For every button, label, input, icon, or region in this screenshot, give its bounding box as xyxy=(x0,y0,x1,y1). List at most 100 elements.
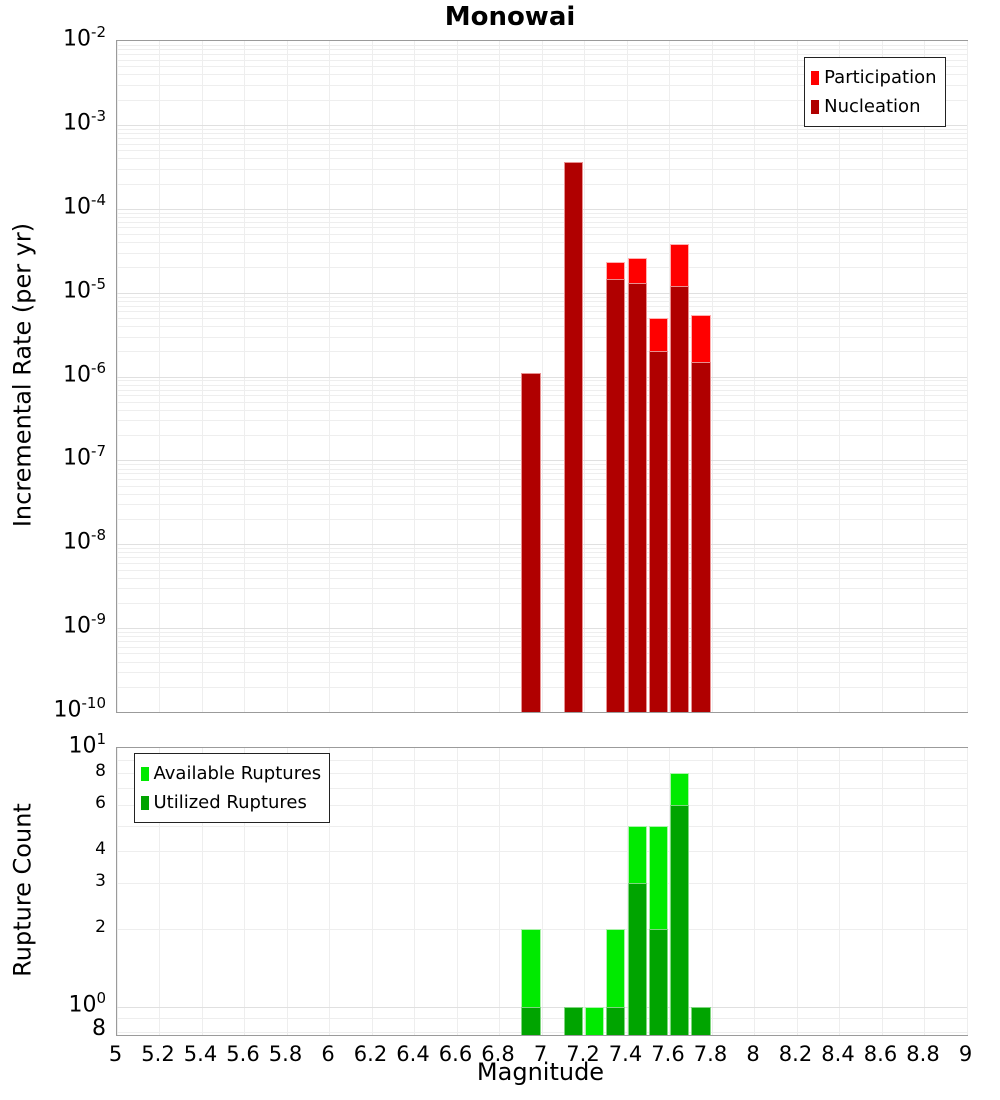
y-gridline xyxy=(116,641,967,643)
y-gridline xyxy=(116,479,967,480)
x-gridline xyxy=(414,748,415,1035)
y-tick-label: 8 xyxy=(95,761,106,782)
nucleation-bar xyxy=(627,283,647,712)
y-gridline xyxy=(116,464,967,466)
x-tick-label: 7.8 xyxy=(693,1042,728,1066)
y-gridline xyxy=(116,850,967,852)
y-gridline xyxy=(116,557,967,559)
y-gridline xyxy=(116,54,967,55)
legend-label: Utilized Ruptures xyxy=(153,792,307,813)
y-gridline xyxy=(116,773,967,775)
y-gridline xyxy=(116,305,967,307)
x-gridline xyxy=(796,748,798,1035)
x-tick-label: 7.4 xyxy=(608,1042,643,1066)
y-gridline xyxy=(116,686,967,688)
x-tick-label: 6.8 xyxy=(481,1042,515,1066)
utilized-ruptures-bar xyxy=(627,883,647,1035)
y-tick-label: 100 xyxy=(68,988,106,1017)
y-gridline xyxy=(116,1018,967,1020)
x-gridline xyxy=(754,748,755,1035)
y-gridline xyxy=(116,99,967,101)
y-gridline xyxy=(116,544,967,546)
y-gridline xyxy=(116,420,967,422)
x-gridline xyxy=(966,41,968,712)
x-gridline xyxy=(286,748,288,1035)
y-gridline xyxy=(116,376,967,378)
nucleation-bar xyxy=(563,162,584,712)
y-gridline xyxy=(116,44,967,46)
x-tick-label: 8.6 xyxy=(863,1042,898,1066)
y-gridline xyxy=(116,216,967,218)
y-gridline xyxy=(116,292,967,294)
y-gridline xyxy=(116,137,967,139)
y-gridline xyxy=(116,1006,967,1008)
y-gridline xyxy=(116,183,967,185)
y-gridline xyxy=(116,267,967,269)
count-y-axis-label: Rupture Count xyxy=(8,803,36,977)
x-tick-label: 7.2 xyxy=(566,1042,600,1066)
y-tick-label: 10-3 xyxy=(63,106,106,136)
x-gridline xyxy=(159,748,160,1035)
utilized-ruptures-swatch-icon xyxy=(140,795,149,810)
y-gridline xyxy=(116,158,967,160)
x-tick-label: 7 xyxy=(533,1042,548,1066)
x-tick-label: 8.4 xyxy=(821,1042,855,1066)
y-gridline xyxy=(116,493,967,495)
chart-title: Monowai xyxy=(444,2,576,32)
y-gridline xyxy=(116,252,967,254)
y-gridline xyxy=(116,548,967,550)
y-gridline xyxy=(116,317,967,319)
y-tick-label: 101 xyxy=(68,730,106,759)
y-gridline xyxy=(116,66,967,68)
y-gridline xyxy=(116,602,967,604)
x-tick-label: 9 xyxy=(958,1042,973,1066)
count-plot-area: Available Ruptures Utilized Ruptures xyxy=(115,747,968,1036)
legend-label: Available Ruptures xyxy=(153,763,322,784)
y-tick-label: 10-8 xyxy=(63,526,106,555)
y-tick-label: 10-2 xyxy=(63,23,106,52)
count-legend: Available Ruptures Utilized Ruptures xyxy=(133,753,331,823)
utilized-ruptures-bar xyxy=(606,1006,626,1035)
y-gridline xyxy=(116,168,967,170)
y-gridline xyxy=(116,401,967,403)
y-gridline xyxy=(116,825,967,827)
x-gridline xyxy=(499,748,500,1035)
y-gridline xyxy=(116,49,967,51)
x-gridline xyxy=(329,748,330,1035)
y-gridline xyxy=(116,646,967,648)
x-gridline xyxy=(839,748,840,1035)
y-gridline xyxy=(116,435,967,437)
y-gridline xyxy=(116,504,967,506)
x-tick-label: 6.2 xyxy=(353,1042,388,1066)
x-gridline xyxy=(456,748,458,1035)
nucleation-bar xyxy=(648,351,669,712)
y-gridline xyxy=(116,150,967,152)
y-gridline xyxy=(116,74,967,76)
legend-item-utilized-ruptures: Utilized Ruptures xyxy=(140,788,322,817)
y-gridline xyxy=(116,1031,967,1033)
y-gridline xyxy=(116,384,967,386)
x-gridline xyxy=(541,748,543,1035)
y-gridline xyxy=(116,468,967,470)
y-gridline xyxy=(116,485,967,487)
nucleation-bar xyxy=(670,286,690,712)
x-tick-label: 8.8 xyxy=(906,1042,940,1066)
legend-label: Nucleation xyxy=(824,96,921,117)
y-gridline xyxy=(116,632,967,633)
y-gridline xyxy=(116,59,967,61)
x-gridline xyxy=(711,748,713,1035)
y-gridline xyxy=(116,569,967,571)
y-gridline xyxy=(116,389,967,391)
rate-legend: Participation Nucleation xyxy=(804,57,946,127)
y-gridline xyxy=(116,409,967,411)
x-gridline xyxy=(626,748,628,1035)
utilized-ruptures-bar xyxy=(563,1006,584,1035)
nucleation-swatch-icon xyxy=(811,99,820,114)
x-gridline xyxy=(201,748,203,1035)
y-gridline xyxy=(116,296,967,298)
available-ruptures-bar xyxy=(585,1006,605,1035)
nucleation-bar xyxy=(521,373,541,712)
x-gridline xyxy=(669,748,670,1035)
y-gridline xyxy=(116,133,967,134)
